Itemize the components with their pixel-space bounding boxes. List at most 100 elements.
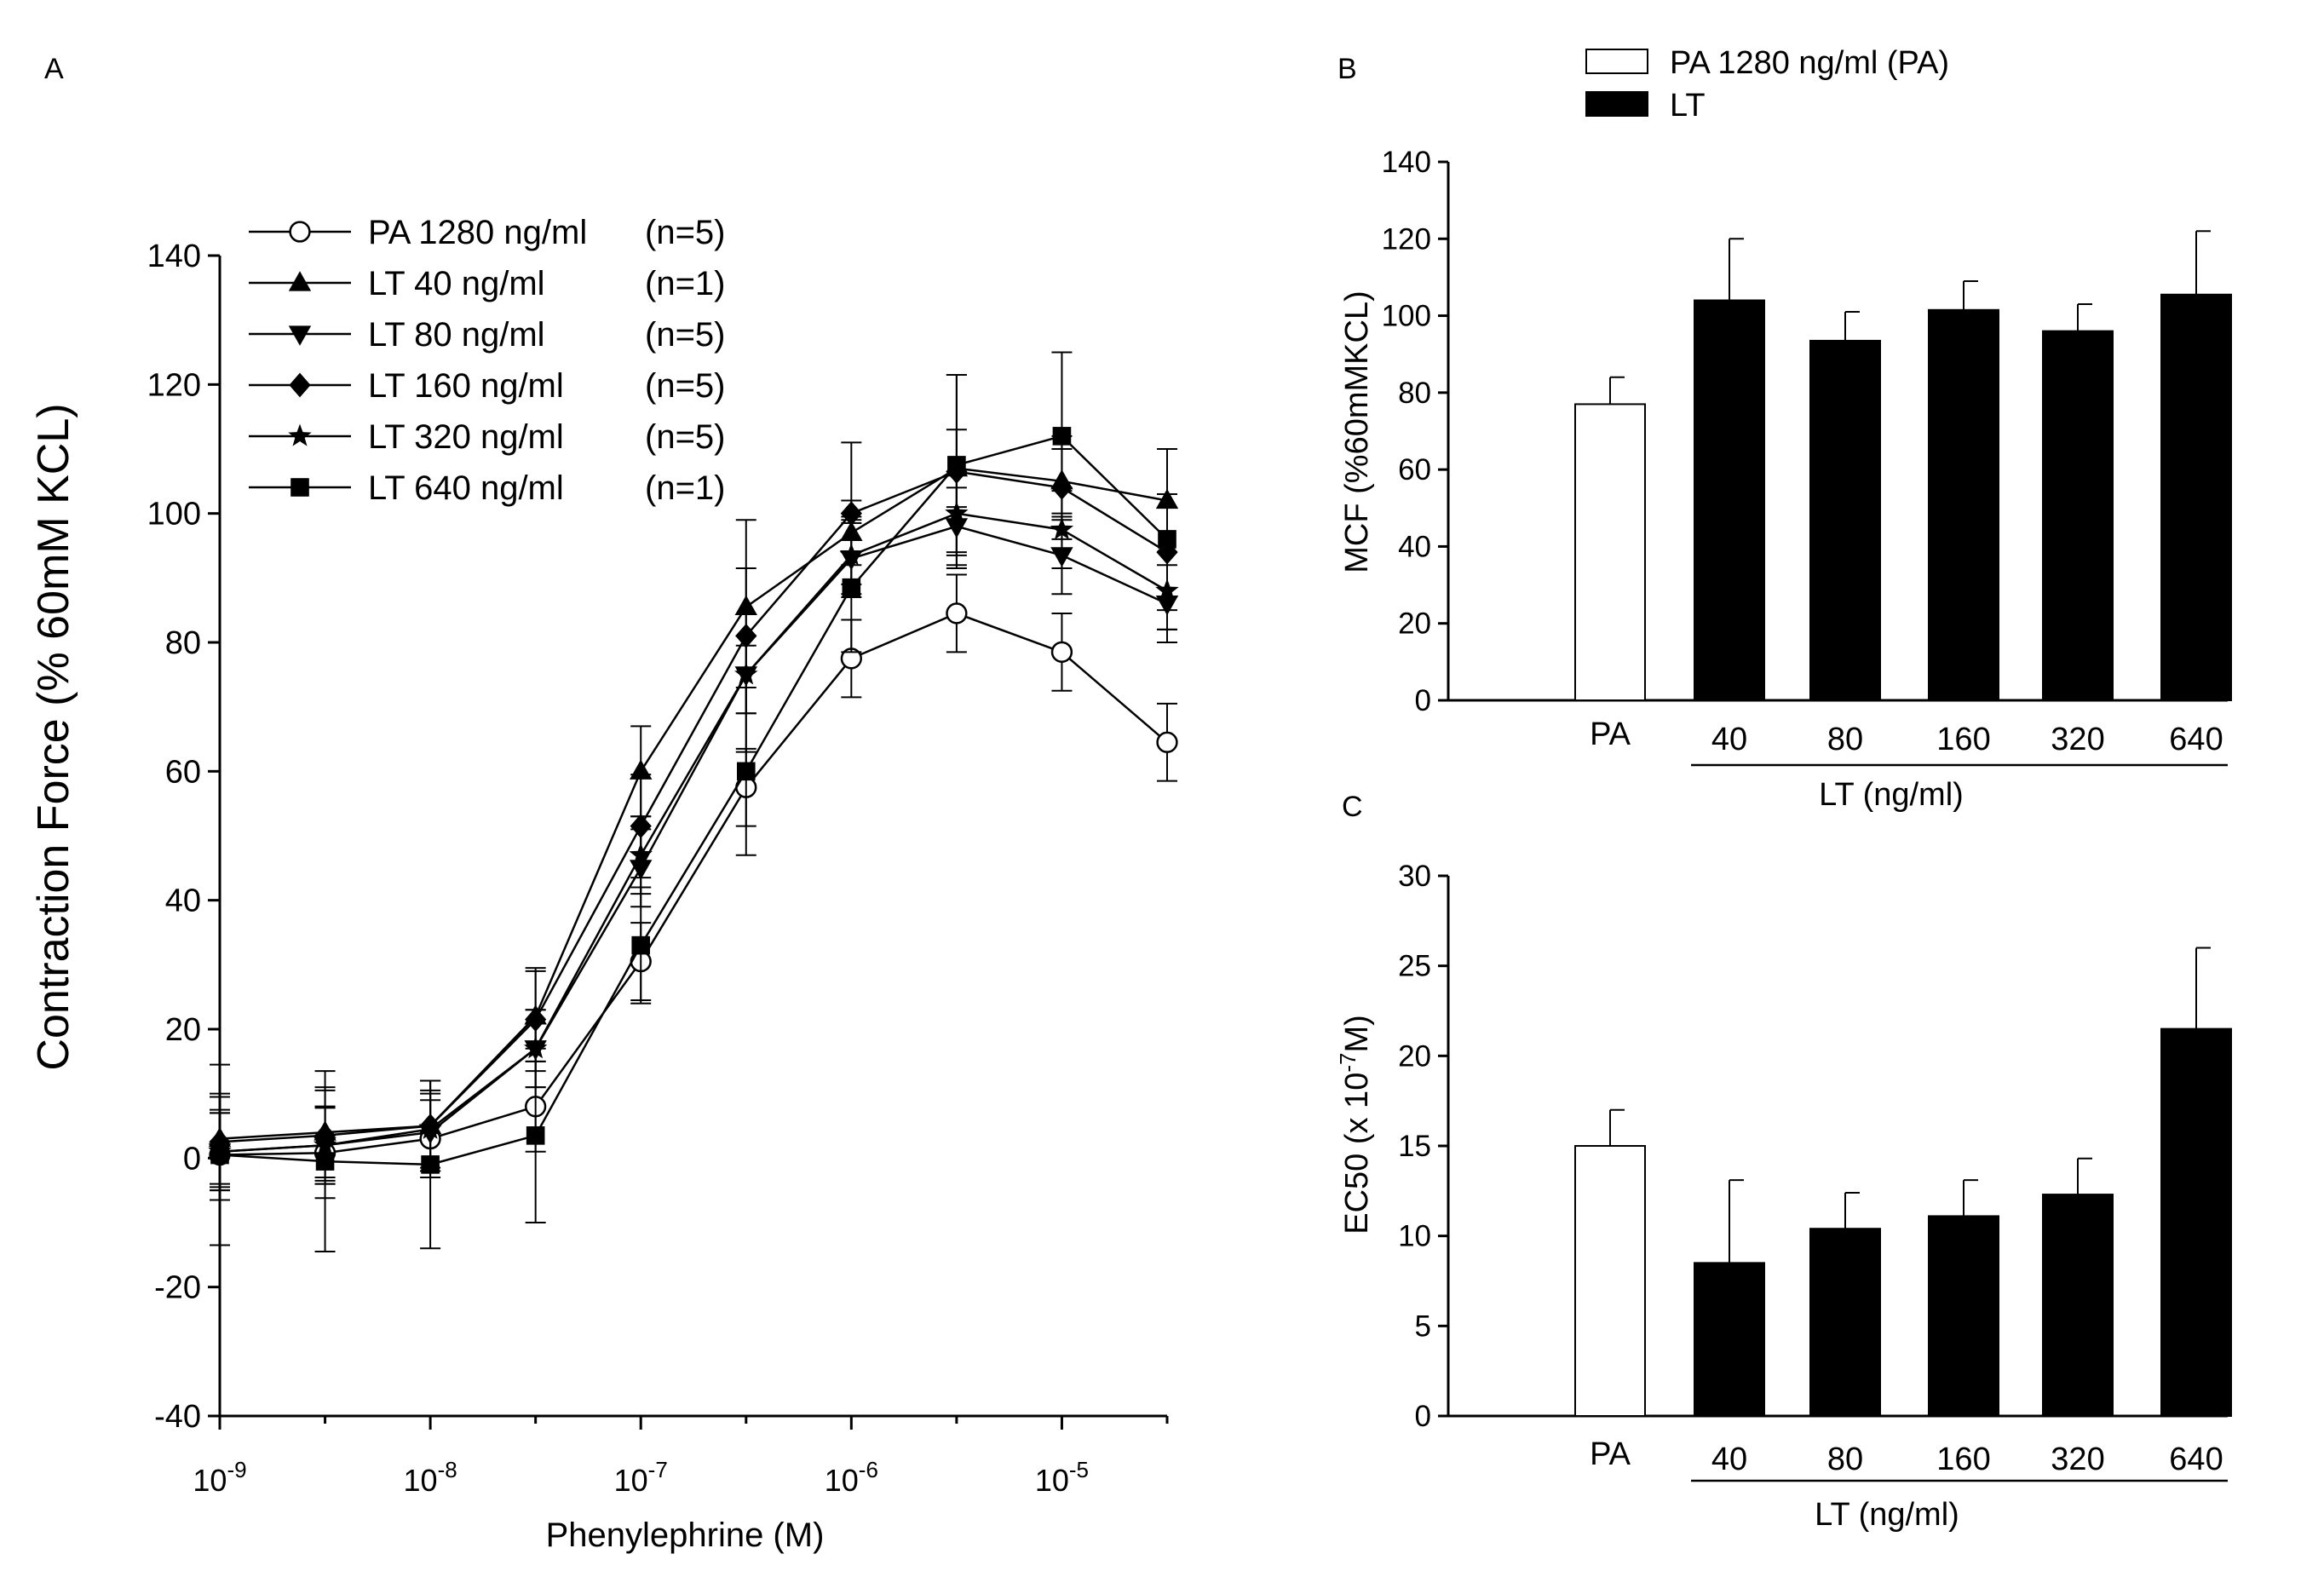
panel-c-y-tick-label: 10 bbox=[1398, 1220, 1431, 1253]
panel-a-y-tick-label: 60 bbox=[165, 754, 201, 790]
panel-a-y-tick-label: 0 bbox=[183, 1141, 201, 1177]
panel-a-y-tick-label: 40 bbox=[165, 883, 201, 919]
panel-c-x-tick-labels: PA 40 80 160 320 640 bbox=[1590, 1436, 2223, 1477]
panel-a-x-tick-label: 10-5 bbox=[1035, 1457, 1089, 1498]
x-tick-label: PA bbox=[1590, 717, 1631, 752]
legend-marker bbox=[288, 325, 312, 346]
legend-label: LT bbox=[1670, 88, 1706, 124]
panel-b-bar-chart: PA 1280 ng/ml (PA)LT 020406080100120140 … bbox=[1339, 45, 2232, 813]
panel-b-x-tick-labels: PA 40 80 160 320 640 bbox=[1590, 717, 2223, 757]
x-tick-label: 40 bbox=[1711, 1442, 1747, 1477]
panel-a-x-tick-label: 10-6 bbox=[825, 1457, 878, 1498]
panel-a-x-axis-label: Phenylephrine (M) bbox=[546, 1517, 825, 1554]
legend-entry: PA 1280 ng/ml (PA) bbox=[1585, 45, 1949, 81]
legend-entry: LT 640 ng/ml (n=1) bbox=[249, 469, 726, 507]
panel-a-y-tick-label: 120 bbox=[147, 367, 201, 403]
bar-pa bbox=[1574, 403, 1646, 701]
panel-c-y-label-main: EC50 (x 10 bbox=[1339, 1073, 1375, 1235]
panel-c-y-axis-label: EC50 (x 10-7M) bbox=[1335, 1015, 1375, 1235]
panel-b-y-tick-label: 40 bbox=[1398, 530, 1431, 563]
panel-c-y-tick-label: 15 bbox=[1398, 1130, 1431, 1163]
panel-c-y-tick-label: 25 bbox=[1398, 950, 1431, 983]
bar-40 bbox=[1694, 299, 1765, 701]
bar-320 bbox=[2042, 1194, 2114, 1418]
legend-swatch bbox=[1585, 91, 1648, 117]
panel-c-y-label-tail: M) bbox=[1339, 1015, 1375, 1052]
legend-label: LT 160 ng/ml bbox=[368, 367, 564, 405]
panel-b-legend: PA 1280 ng/ml (PA) LT bbox=[1585, 45, 1949, 124]
bar-80 bbox=[1809, 1228, 1881, 1418]
panel-b-bars bbox=[1574, 230, 2232, 701]
legend-n-label: (n=5) bbox=[645, 418, 726, 456]
legend-label: LT 80 ng/ml bbox=[368, 316, 545, 354]
data-point bbox=[1156, 731, 1178, 753]
data-point bbox=[631, 935, 651, 955]
legend-entry: LT 160 ng/ml (n=5) bbox=[249, 367, 726, 405]
x-tick-label: 160 bbox=[1936, 1442, 1990, 1477]
panel-b-group-label: LT (ng/ml) bbox=[1819, 777, 1964, 813]
bar-pa bbox=[1574, 1145, 1646, 1417]
panel-c-group-label: LT (ng/ml) bbox=[1815, 1497, 1959, 1533]
legend-entry: LT 40 ng/ml (n=1) bbox=[249, 265, 726, 302]
legend-label: PA 1280 ng/ml bbox=[368, 214, 587, 251]
legend-marker bbox=[288, 423, 312, 446]
panel-c-y-tick-label: 5 bbox=[1415, 1309, 1431, 1343]
bar-640 bbox=[2160, 1027, 2232, 1417]
x-tick-label: 80 bbox=[1827, 1442, 1863, 1477]
panel-b-y-tick-label: 0 bbox=[1415, 684, 1431, 717]
legend-n-label: (n=5) bbox=[645, 316, 726, 354]
data-point bbox=[629, 843, 653, 866]
panel-a-y-tick-label: 80 bbox=[165, 625, 201, 661]
panel-a-y-ticks: -40 -20 0 20 40 60 80 100 120 140 bbox=[147, 239, 220, 1435]
panel-a-series bbox=[208, 351, 1179, 1253]
x-tick-label: 40 bbox=[1711, 722, 1747, 757]
panel-a-y-axis-label: Contraction Force (% 60mM KCL) bbox=[29, 403, 78, 1070]
panel-a-x-tick-label: 10-7 bbox=[614, 1457, 668, 1498]
data-point bbox=[524, 1036, 548, 1059]
panel-a-x-ticks: 10-9 10-8 10-7 10-6 10-5 bbox=[193, 1416, 1169, 1498]
panel-a-y-tick-label: -20 bbox=[154, 1270, 201, 1306]
legend-n-label: (n=1) bbox=[645, 469, 726, 507]
series-line bbox=[219, 435, 1168, 1166]
panel-c-y-label-exp: -7 bbox=[1335, 1053, 1360, 1073]
data-point bbox=[736, 762, 756, 781]
bar-160 bbox=[1928, 308, 1999, 701]
legend-marker bbox=[289, 221, 311, 243]
legend-entry: LT bbox=[1585, 88, 1706, 124]
series-line bbox=[219, 467, 1168, 1140]
series-line bbox=[219, 512, 1168, 1154]
legend-entry: LT 320 ng/ml (n=5) bbox=[249, 418, 726, 456]
series-line bbox=[219, 612, 1168, 1156]
panel-c-y-tick-label: 0 bbox=[1415, 1400, 1431, 1433]
x-tick-label: 320 bbox=[2051, 1442, 2104, 1477]
series-line bbox=[219, 525, 1168, 1154]
data-point bbox=[946, 602, 968, 624]
data-point bbox=[842, 578, 861, 597]
panel-b-y-tick-label: 120 bbox=[1382, 222, 1431, 256]
series-lt-80-ng-ml bbox=[208, 486, 1179, 1192]
legend-marker bbox=[288, 271, 312, 291]
panel-a-y-tick-label: 100 bbox=[147, 497, 201, 532]
x-tick-label: 160 bbox=[1936, 722, 1990, 757]
panel-b-y-tick-label: 60 bbox=[1398, 453, 1431, 486]
panel-c-y-tick-label: 30 bbox=[1398, 860, 1431, 893]
panel-b-y-tick-label: 80 bbox=[1398, 377, 1431, 410]
data-point bbox=[210, 1145, 229, 1165]
data-point bbox=[526, 1126, 545, 1145]
data-point bbox=[734, 662, 758, 685]
bar-160 bbox=[1928, 1215, 1999, 1418]
data-point bbox=[1050, 641, 1073, 663]
legend-label: LT 640 ng/ml bbox=[368, 469, 564, 507]
panel-a-y-tick-label: 140 bbox=[147, 239, 201, 274]
series-lt-320-ng-ml bbox=[208, 474, 1179, 1192]
panel-c-y-ticks: 0 5 10 15 20 25 30 bbox=[1398, 860, 1448, 1433]
data-point bbox=[840, 501, 862, 527]
legend-entry: LT 80 ng/ml (n=5) bbox=[249, 316, 726, 354]
panel-b-y-axis-label: MCF (%60mMKCL) bbox=[1339, 291, 1375, 573]
panel-a-y-tick-label: 20 bbox=[165, 1012, 201, 1048]
legend-label: PA 1280 ng/ml (PA) bbox=[1670, 45, 1949, 81]
data-point bbox=[947, 456, 966, 475]
legend-n-label: (n=5) bbox=[645, 367, 726, 405]
